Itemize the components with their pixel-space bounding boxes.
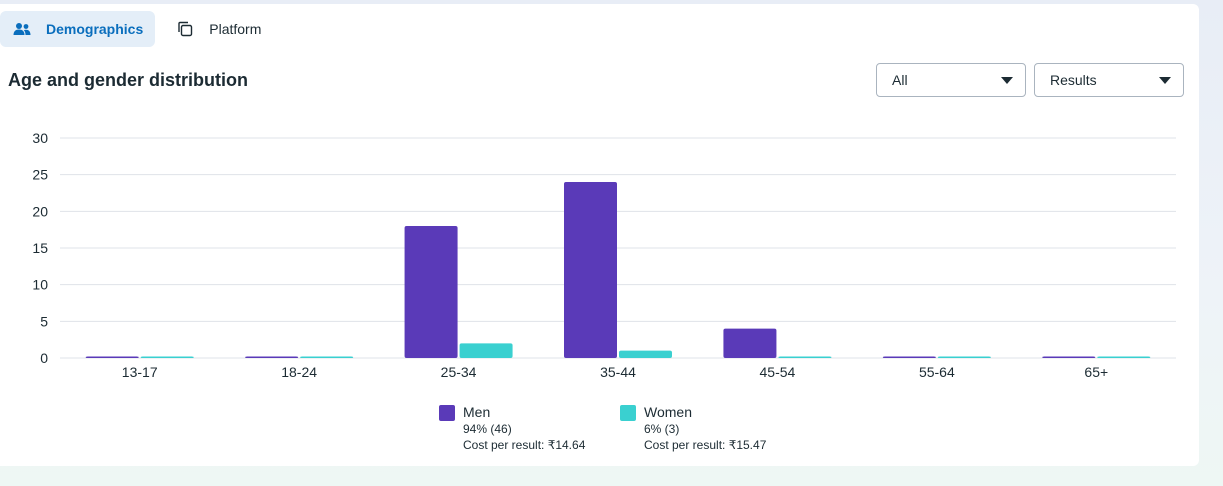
legend-men-cost: Cost per result: ₹14.64 <box>463 438 586 452</box>
y-tick-label: 0 <box>40 350 48 366</box>
y-tick-label: 30 <box>32 130 48 146</box>
chevron-down-icon <box>1159 76 1171 84</box>
copy-icon <box>175 19 195 39</box>
bar-men-65+ <box>1042 356 1096 358</box>
bar-men-25-34 <box>404 226 458 358</box>
legend-men: Men 94% (46) Cost per result: ₹14.64 <box>439 403 585 453</box>
tab-bar: Demographics Platform <box>0 11 273 47</box>
x-tick-label: 45-54 <box>760 364 796 380</box>
y-tick-label: 10 <box>32 277 48 293</box>
bar-women-18-24 <box>300 356 354 358</box>
section-title: Age and gender distribution <box>8 70 249 90</box>
audience-dropdown[interactable]: All <box>876 63 1026 97</box>
tab-demographics-label: Demographics <box>46 21 144 37</box>
bar-women-45-54 <box>778 356 832 358</box>
y-tick-label: 5 <box>40 313 48 329</box>
tab-platform-label: Platform <box>209 21 262 37</box>
bar-men-35-44 <box>564 182 617 358</box>
legend-women-share: 6% (3) <box>644 422 680 436</box>
bar-chart: 0 5 10 15 20 25 30 13-17 18-24 25-34 35-44 45-54 55-… <box>32 130 1176 380</box>
audience-dropdown-value: All <box>892 72 908 88</box>
bar-men-13-17 <box>85 356 139 358</box>
bar-women-35-44 <box>619 350 672 358</box>
bar-men-55-64 <box>882 356 936 358</box>
y-tick-label: 15 <box>32 240 48 256</box>
legend-men-name: Men <box>463 404 491 420</box>
legend-women: Women 6% (3) Cost per result: ₹15.47 <box>620 403 766 453</box>
x-tick-label: 35-44 <box>600 364 636 380</box>
legend-men-swatch <box>439 405 455 421</box>
bar-men-45-54 <box>723 328 777 358</box>
legend-women-swatch <box>620 405 636 421</box>
x-tick-label: 18-24 <box>281 364 317 380</box>
chart-card: Demographics Platform Age and gender dis… <box>0 4 1199 466</box>
x-tick-label: 13-17 <box>122 364 158 380</box>
bar-men-18-24 <box>245 356 299 358</box>
tab-platform[interactable]: Platform <box>163 11 273 47</box>
bar-women-65+ <box>1097 356 1151 358</box>
y-tick-label: 25 <box>32 167 48 183</box>
x-tick-label: 65+ <box>1084 364 1108 380</box>
bar-women-13-17 <box>140 356 194 358</box>
bar-women-25-34 <box>459 343 513 358</box>
x-tick-label: 25-34 <box>441 364 477 380</box>
legend-men-share: 94% (46) <box>463 422 512 436</box>
people-icon <box>12 19 32 39</box>
x-tick-label: 55-64 <box>919 364 955 380</box>
legend-women-name: Women <box>644 404 692 420</box>
bar-women-55-64 <box>937 356 991 358</box>
metric-dropdown[interactable]: Results <box>1034 63 1184 97</box>
metric-dropdown-value: Results <box>1050 72 1097 88</box>
y-tick-label: 20 <box>32 203 48 219</box>
chevron-down-icon <box>1001 76 1013 84</box>
legend-women-cost: Cost per result: ₹15.47 <box>644 438 767 452</box>
tab-demographics[interactable]: Demographics <box>0 11 156 47</box>
